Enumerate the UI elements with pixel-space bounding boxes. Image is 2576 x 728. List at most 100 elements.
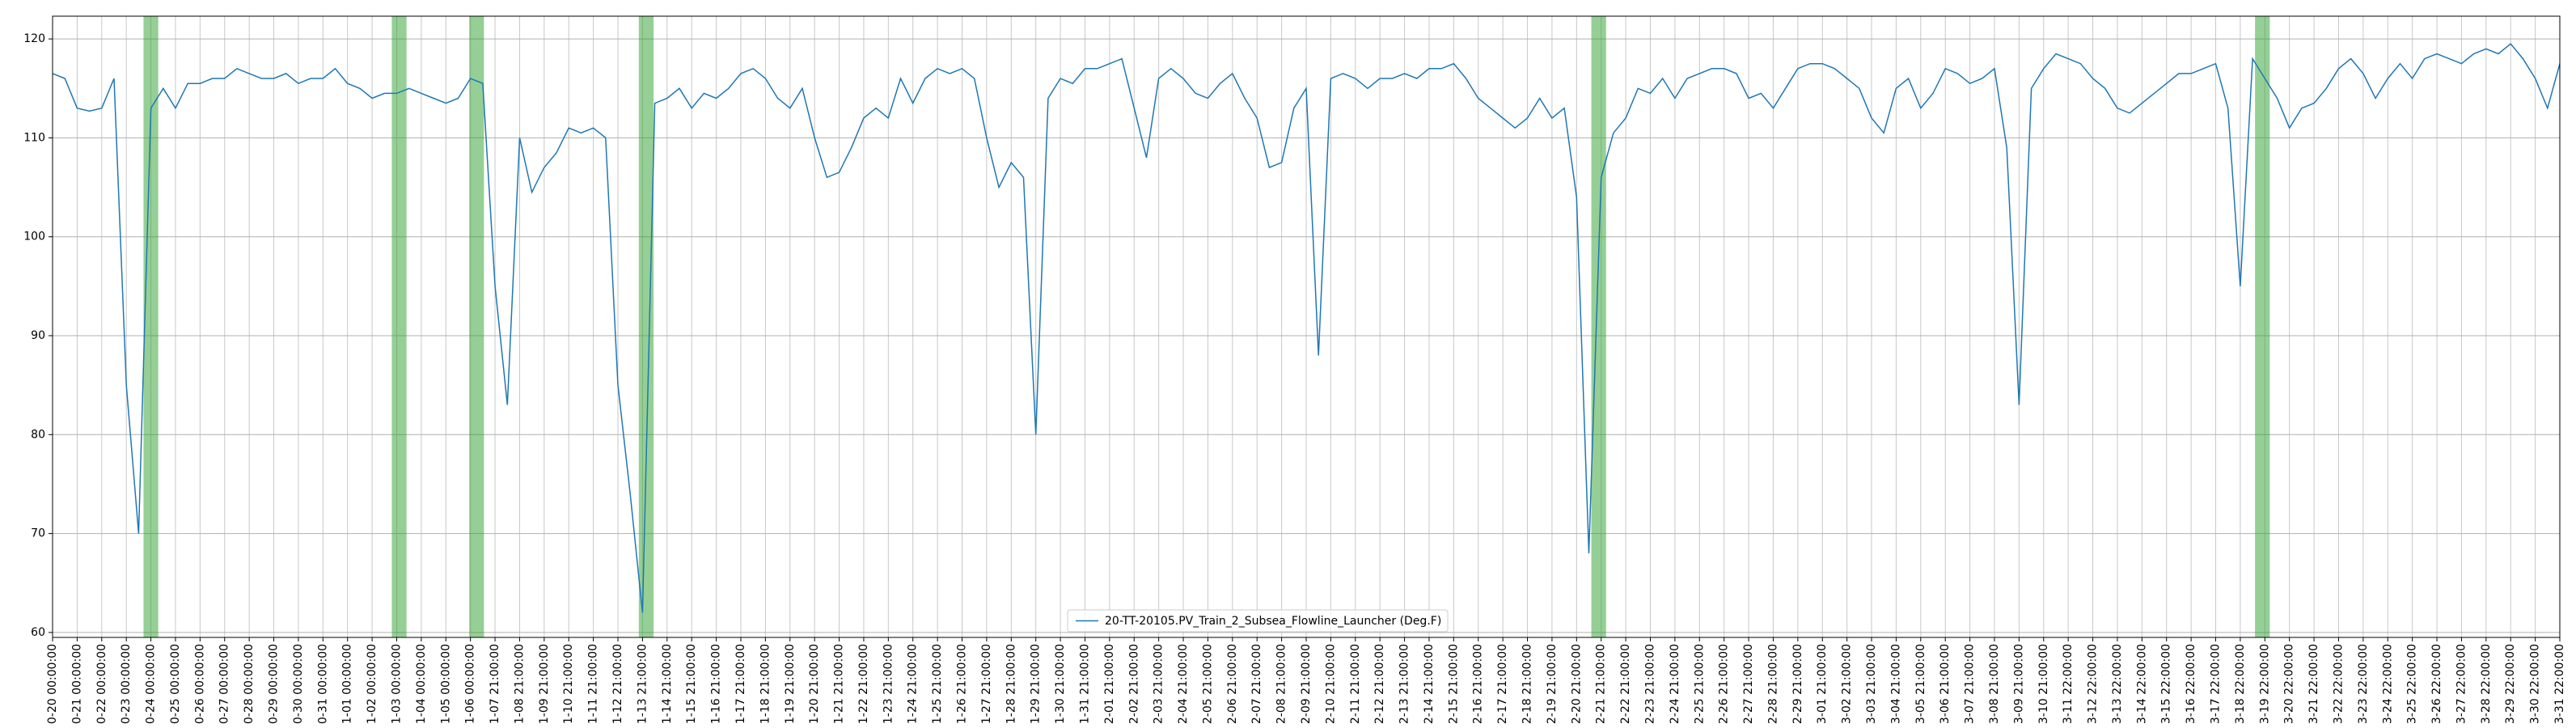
shaded-span xyxy=(469,16,484,637)
x-tick-label: 3-29 22:00:00 xyxy=(2504,644,2517,724)
x-tick-label: 2-22 21:00:00 xyxy=(1619,644,1632,724)
x-tick-label: 0-23 00:00:00 xyxy=(120,644,133,724)
x-tick-label: 2-11 21:00:00 xyxy=(1349,644,1362,724)
x-tick-label: 3-27 22:00:00 xyxy=(2455,644,2468,724)
x-tick-label: 1-17 21:00:00 xyxy=(734,644,747,724)
x-tick-label: 3-02 21:00:00 xyxy=(1841,644,1854,724)
x-tick-label: 3-25 22:00:00 xyxy=(2406,644,2419,724)
x-tick-label: 2-20 21:00:00 xyxy=(1570,644,1583,724)
x-tick-label: 1-06 00:00:00 xyxy=(464,644,477,724)
x-tick-label: 3-10 21:00:00 xyxy=(2037,644,2050,724)
x-tick-label: 3-05 21:00:00 xyxy=(1914,644,1927,724)
x-tick-label: 0-31 00:00:00 xyxy=(316,644,329,724)
x-tick-label: 2-17 21:00:00 xyxy=(1496,644,1509,724)
shaded-span xyxy=(1591,16,1606,637)
x-tick-label: 2-28 21:00:00 xyxy=(1766,644,1779,724)
x-tick-label: 3-11 22:00:00 xyxy=(2062,644,2075,724)
x-tick-label: 1-31 21:00:00 xyxy=(1078,644,1091,724)
shaded-span xyxy=(638,16,654,637)
x-tick-label: 2-26 21:00:00 xyxy=(1718,644,1731,724)
x-tick-label: 1-01 00:00:00 xyxy=(341,644,354,724)
x-tick-label: 2-05 21:00:00 xyxy=(1201,644,1214,724)
x-tick-label: 2-18 21:00:00 xyxy=(1521,644,1534,724)
x-tick-label: 2-07 21:00:00 xyxy=(1250,644,1263,724)
x-tick-label: 3-17 22:00:00 xyxy=(2210,644,2223,724)
x-tick-label: 1-10 21:00:00 xyxy=(562,644,575,724)
x-tick-label: 0-29 00:00:00 xyxy=(268,644,281,724)
x-tick-label: 3-06 21:00:00 xyxy=(1939,644,1952,724)
x-tick-label: 0-22 00:00:00 xyxy=(95,644,108,724)
x-tick-label: 0-27 00:00:00 xyxy=(218,644,231,724)
shaded-span xyxy=(2255,16,2270,637)
x-tick-label: 2-12 21:00:00 xyxy=(1373,644,1386,724)
x-tick-label: 3-01 21:00:00 xyxy=(1816,644,1829,724)
x-tick-label: 1-26 21:00:00 xyxy=(956,644,969,724)
y-tick-label: 80 xyxy=(31,428,45,441)
x-tick-label: 1-20 21:00:00 xyxy=(808,644,821,724)
legend-box xyxy=(1067,609,1449,633)
x-tick-label: 1-02 00:00:00 xyxy=(366,644,379,724)
x-tick-label: 1-24 21:00:00 xyxy=(907,644,920,724)
x-tick-label: 3-15 22:00:00 xyxy=(2160,644,2173,724)
x-tick-label: 2-21 21:00:00 xyxy=(1595,644,1608,724)
y-tick-label: 60 xyxy=(31,626,45,639)
x-tick-label: 2-03 21:00:00 xyxy=(1153,644,1165,724)
x-tick-label: 1-16 21:00:00 xyxy=(710,644,723,724)
x-tick-label: 3-19 22:00:00 xyxy=(2258,644,2271,724)
x-tick-label: 2-04 21:00:00 xyxy=(1177,644,1190,724)
shaded-span xyxy=(391,16,407,637)
x-tick-label: 3-08 21:00:00 xyxy=(1988,644,2001,724)
x-tick-label: 2-25 21:00:00 xyxy=(1693,644,1706,724)
x-tick-label: 3-31 22:00:00 xyxy=(2553,644,2566,724)
x-tick-label: 2-16 21:00:00 xyxy=(1472,644,1485,724)
x-tick-label: 3-13 22:00:00 xyxy=(2111,644,2124,724)
x-tick-label: 1-29 21:00:00 xyxy=(1030,644,1043,724)
x-tick-label: 3-07 21:00:00 xyxy=(1964,644,1977,724)
x-tick-label: 2-01 21:00:00 xyxy=(1103,644,1116,724)
x-tick-label: 3-16 22:00:00 xyxy=(2185,644,2197,724)
x-tick-label: 1-03 00:00:00 xyxy=(390,644,403,724)
x-tick-label: 3-22 22:00:00 xyxy=(2332,644,2345,724)
x-tick-label: 3-14 22:00:00 xyxy=(2135,644,2148,724)
x-tick-label: 0-30 00:00:00 xyxy=(292,644,305,724)
y-tick-label: 120 xyxy=(23,32,45,45)
x-tick-label: 2-29 21:00:00 xyxy=(1791,644,1804,724)
x-tick-label: 1-23 21:00:00 xyxy=(882,644,895,724)
x-tick-label: 3-18 22:00:00 xyxy=(2234,644,2247,724)
x-tick-label: 0-21 00:00:00 xyxy=(70,644,83,724)
x-tick-label: 1-13 21:00:00 xyxy=(636,644,649,724)
x-tick-label: 2-02 21:00:00 xyxy=(1127,644,1140,724)
y-tick-label: 70 xyxy=(31,527,45,540)
plot-frame xyxy=(52,15,2561,638)
x-tick-label: 1-28 21:00:00 xyxy=(1005,644,1017,724)
x-tick-label: 2-08 21:00:00 xyxy=(1275,644,1288,724)
x-tick-label: 0-26 00:00:00 xyxy=(193,644,206,724)
x-tick-label: 3-04 21:00:00 xyxy=(1889,644,1902,724)
x-tick-label: 0-28 00:00:00 xyxy=(243,644,256,724)
legend-label: 20-TT-20105.PV_Train_2_Subsea_Flowline_L… xyxy=(1105,615,1441,628)
y-tick-label: 90 xyxy=(31,329,45,342)
x-tick-label: 2-24 21:00:00 xyxy=(1669,644,1681,724)
x-tick-label: 1-27 21:00:00 xyxy=(980,644,993,724)
x-tick-label: 1-07 21:00:00 xyxy=(489,644,501,724)
x-tick-label: 3-30 22:00:00 xyxy=(2529,644,2542,724)
x-tick-label: 0-24 00:00:00 xyxy=(145,644,158,724)
x-tick-label: 1-21 21:00:00 xyxy=(833,644,846,724)
x-tick-label: 3-03 21:00:00 xyxy=(1865,644,1878,724)
x-tick-label: 1-18 21:00:00 xyxy=(759,644,772,724)
x-tick-label: 0-20 00:00:00 xyxy=(46,644,59,724)
x-tick-label: 1-08 21:00:00 xyxy=(513,644,526,724)
x-tick-label: 1-30 21:00:00 xyxy=(1054,644,1067,724)
x-tick-label: 3-23 22:00:00 xyxy=(2357,644,2370,724)
series-line xyxy=(52,43,2561,613)
x-tick-label: 2-10 21:00:00 xyxy=(1324,644,1337,724)
x-tick-label: 1-05 00:00:00 xyxy=(439,644,452,724)
x-tick-label: 3-26 22:00:00 xyxy=(2430,644,2443,724)
x-tick-label: 1-22 21:00:00 xyxy=(857,644,870,724)
x-tick-label: 2-27 21:00:00 xyxy=(1742,644,1755,724)
x-tick-label: 2-19 21:00:00 xyxy=(1546,644,1559,724)
x-tick-label: 1-15 21:00:00 xyxy=(685,644,698,724)
x-tick-label: 2-06 21:00:00 xyxy=(1226,644,1239,724)
x-tick-label: 1-12 21:00:00 xyxy=(611,644,624,724)
